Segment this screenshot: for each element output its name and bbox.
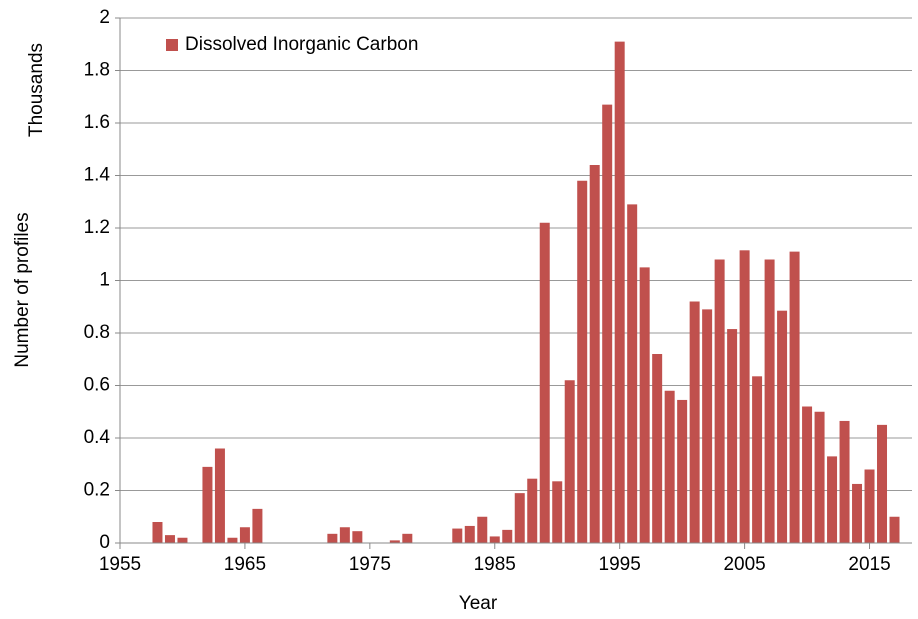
x-axis-label: Year [459, 593, 498, 614]
y-tick-label: 1.6 [84, 112, 110, 133]
bar [777, 310, 788, 543]
bar [814, 411, 825, 543]
y-tick-label: 0.8 [84, 322, 110, 343]
bar [627, 204, 638, 543]
bar [452, 528, 463, 543]
x-tick-label: 1995 [599, 554, 641, 575]
bar [802, 406, 813, 543]
bar [652, 354, 663, 543]
bar [689, 301, 700, 543]
bar [702, 309, 713, 543]
bar [539, 222, 550, 543]
bar [864, 469, 875, 543]
bar [614, 41, 625, 543]
bar [477, 516, 488, 543]
y-tick-label: 1 [99, 270, 110, 291]
bar [664, 390, 675, 543]
bar [514, 493, 525, 543]
bar [339, 527, 350, 543]
bar [389, 540, 400, 543]
bar [727, 329, 738, 543]
bar [877, 424, 888, 543]
bar [202, 466, 213, 543]
bar [789, 251, 800, 543]
bar [527, 478, 538, 543]
bar [502, 529, 513, 543]
legend-label: Dissolved Inorganic Carbon [185, 34, 418, 55]
bar [214, 448, 225, 543]
bar [677, 399, 688, 543]
x-tick-label: 1985 [474, 554, 516, 575]
bar [227, 537, 238, 543]
y-tick-label: 1.4 [84, 165, 111, 186]
y-tick-label: 2 [99, 7, 110, 28]
bar [402, 533, 413, 543]
bar [177, 537, 188, 543]
bar [577, 180, 588, 543]
bar [639, 267, 650, 543]
bar [552, 481, 563, 543]
bar [589, 165, 600, 543]
y-tick-label: 0.4 [84, 427, 111, 448]
bar [464, 525, 475, 543]
bar [164, 535, 175, 543]
y-unit-label: Thousands [26, 43, 47, 137]
x-tick-label: 1965 [224, 554, 266, 575]
x-tick-label: 1955 [99, 554, 141, 575]
bar [839, 420, 850, 543]
bar [352, 531, 363, 543]
legend-swatch [166, 39, 178, 51]
x-tick-label: 2005 [723, 554, 765, 575]
y-tick-label: 0.6 [84, 375, 110, 396]
bar [852, 483, 863, 543]
bar [752, 376, 763, 543]
y-tick-label: 1.8 [84, 60, 110, 81]
bar [889, 516, 900, 543]
bar [152, 522, 163, 543]
bar [489, 536, 500, 543]
bar [564, 380, 575, 543]
bar [239, 527, 250, 543]
bar [327, 533, 338, 543]
bar [252, 508, 263, 543]
y-axis-label: Number of profiles [12, 212, 33, 367]
y-tick-label: 1.2 [84, 217, 110, 238]
y-tick-label: 0.2 [84, 480, 110, 501]
x-tick-label: 2015 [848, 554, 890, 575]
bar [739, 250, 750, 543]
bar [764, 259, 775, 543]
bar [827, 456, 838, 543]
y-tick-label: 0 [99, 532, 110, 553]
bar [714, 259, 725, 543]
x-tick-label: 1975 [349, 554, 391, 575]
bar [602, 104, 613, 543]
